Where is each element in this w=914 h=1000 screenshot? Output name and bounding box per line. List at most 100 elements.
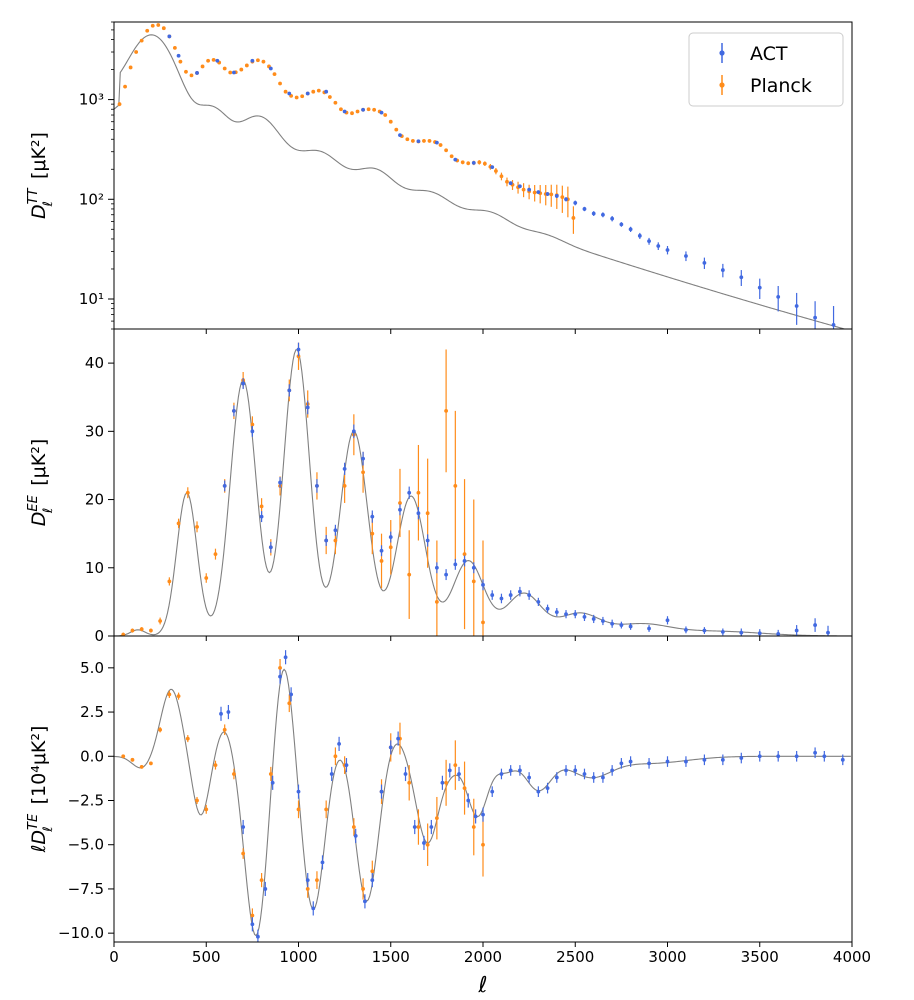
data-point-planck xyxy=(521,187,526,192)
data-point-act xyxy=(241,825,246,829)
data-point-act xyxy=(370,514,375,519)
panel-ee: 0 10 20 30 40 DEEℓ [μK²] xyxy=(26,328,853,645)
data-point-act xyxy=(250,58,255,63)
data-point-act xyxy=(610,768,615,773)
data-point-act xyxy=(499,596,504,601)
data-point-planck xyxy=(410,139,415,143)
data-point-planck xyxy=(394,127,399,132)
data-point-planck xyxy=(324,807,329,812)
data-point-act xyxy=(840,757,845,762)
data-point-act xyxy=(342,109,347,114)
data-point-planck xyxy=(268,772,273,776)
data-point-planck xyxy=(453,763,458,768)
y-tick-label-tt: 10¹ xyxy=(79,290,104,308)
data-point-planck xyxy=(228,70,233,75)
data-point-planck xyxy=(250,422,255,427)
data-point-act xyxy=(416,511,421,516)
data-point-act xyxy=(508,181,513,186)
data-point-planck xyxy=(366,107,371,112)
data-point-act xyxy=(226,710,231,714)
data-point-act xyxy=(582,207,587,211)
data-point-act xyxy=(564,612,568,617)
panels-layer: 10¹ 10² 10³ DTTℓ [μK²] 0 10 20 30 40 DEEℓ [μK²] −1… xyxy=(26,21,871,966)
data-point-act xyxy=(361,456,365,461)
x-tick-label: 2500 xyxy=(556,948,594,966)
data-point-act xyxy=(702,757,707,762)
data-point-planck xyxy=(278,665,282,670)
data-point-planck xyxy=(407,572,412,577)
data-point-act xyxy=(315,484,319,488)
data-point-planck xyxy=(145,28,150,33)
data-point-planck xyxy=(150,23,155,28)
data-point-act xyxy=(564,197,568,202)
data-point-planck xyxy=(172,45,177,50)
data-point-act xyxy=(407,490,412,495)
data-point-act xyxy=(398,133,402,138)
data-point-planck xyxy=(482,161,487,166)
data-point-act xyxy=(296,347,301,352)
data-point-act xyxy=(268,66,273,71)
data-point-act xyxy=(429,825,434,829)
data-point-act xyxy=(416,139,421,144)
data-point-act xyxy=(466,798,471,803)
x-tick-label: 500 xyxy=(192,948,221,966)
data-point-act xyxy=(444,572,448,577)
data-point-planck xyxy=(505,179,509,184)
y-tick-label-ee: 20 xyxy=(85,491,104,509)
data-point-act xyxy=(757,285,762,290)
data-point-act xyxy=(610,216,615,221)
data-point-act xyxy=(370,878,375,882)
data-point-act xyxy=(554,610,559,615)
y-axis-title-tt: DTTℓ [μK²] xyxy=(26,132,56,219)
data-point-act xyxy=(232,70,236,75)
data-point-act xyxy=(481,582,485,587)
data-point-act xyxy=(610,621,615,626)
data-point-planck xyxy=(388,545,393,550)
data-point-act xyxy=(283,655,288,660)
data-point-act xyxy=(333,528,338,533)
data-point-act xyxy=(518,768,522,773)
data-point-planck xyxy=(355,109,360,114)
data-point-act xyxy=(739,630,744,635)
series-planck-te xyxy=(121,658,485,923)
data-point-planck xyxy=(549,192,554,197)
data-point-act xyxy=(628,227,633,232)
data-point-planck xyxy=(494,169,498,173)
data-point-planck xyxy=(176,694,181,699)
data-point-act xyxy=(256,934,260,939)
data-point-planck xyxy=(278,81,282,86)
data-point-act xyxy=(263,887,268,891)
data-point-act xyxy=(582,772,587,776)
data-point-planck xyxy=(350,111,354,116)
data-point-act xyxy=(527,775,532,780)
legend-label-planck: Planck xyxy=(750,75,812,97)
data-point-act xyxy=(628,624,633,629)
data-point-planck xyxy=(128,65,133,70)
data-point-act xyxy=(573,612,578,617)
data-point-act xyxy=(241,381,246,386)
data-point-planck xyxy=(184,69,188,74)
data-point-planck xyxy=(532,190,537,195)
data-point-planck xyxy=(185,490,190,495)
data-point-act xyxy=(353,833,358,838)
data-point-act xyxy=(287,388,292,393)
data-point-act xyxy=(647,761,651,766)
data-point-planck xyxy=(333,754,338,759)
data-point-planck xyxy=(427,139,432,143)
data-point-act xyxy=(398,507,402,512)
data-point-planck xyxy=(206,58,210,63)
y-tick-label-ee: 40 xyxy=(85,354,104,372)
data-point-planck xyxy=(499,174,504,179)
data-point-act xyxy=(601,619,605,623)
data-point-act xyxy=(305,878,310,882)
data-point-act xyxy=(278,674,282,679)
panel-te: −10.0 −7.5 −5.0 −2.5 0.0 2.5 5.0 ℓDTEℓ [10⁴μK²] xyxy=(26,635,853,947)
data-point-act xyxy=(412,825,417,829)
data-point-planck xyxy=(241,851,246,856)
x-tick-label: 4000 xyxy=(833,948,871,966)
data-point-act xyxy=(554,775,559,780)
data-point-act xyxy=(167,34,172,39)
data-point-act xyxy=(351,429,356,434)
data-point-act xyxy=(453,562,458,567)
data-point-act xyxy=(794,304,799,308)
